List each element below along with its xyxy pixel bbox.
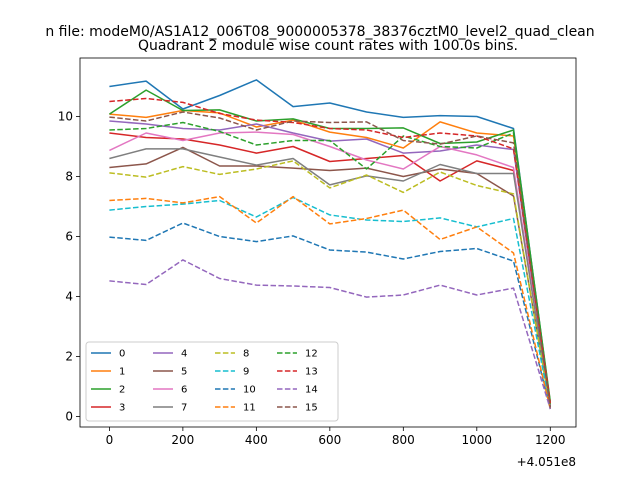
legend-label-9: 9 — [243, 367, 249, 378]
x-tick-label: 1200 — [535, 433, 566, 447]
legend-label-2: 2 — [119, 385, 125, 396]
legend-label-15: 15 — [305, 403, 318, 414]
legend-label-12: 12 — [305, 349, 318, 360]
x-tick-label: 0 — [106, 433, 114, 447]
y-tick-label: 8 — [65, 170, 73, 184]
legend-label-1: 1 — [119, 367, 125, 378]
legend-label-6: 6 — [181, 385, 187, 396]
y-tick-label: 10 — [58, 110, 73, 124]
series-line-3 — [109, 132, 552, 407]
y-tick-label: 6 — [65, 230, 73, 244]
series-line-13 — [109, 97, 552, 404]
series-line-15 — [109, 111, 552, 408]
y-tick-label: 4 — [65, 290, 73, 304]
x-axis-offset-label: +4.051e8 — [517, 455, 576, 469]
axes-frame — [79, 57, 577, 428]
legend-label-0: 0 — [119, 349, 125, 360]
chart-title: Quadrant 2 module wise count rates with … — [138, 38, 518, 54]
x-tick-label: 400 — [245, 433, 268, 447]
x-tick-label: 200 — [171, 433, 194, 447]
legend-label-8: 8 — [243, 349, 249, 360]
series-line-11 — [109, 195, 552, 410]
y-tick-label: 0 — [65, 410, 73, 424]
series-line-14 — [109, 259, 552, 410]
legend-label-11: 11 — [243, 403, 256, 414]
series-line-10 — [109, 222, 552, 410]
legend-label-4: 4 — [181, 349, 187, 360]
series-line-6 — [109, 131, 552, 408]
legend-label-13: 13 — [305, 367, 318, 378]
legend-label-10: 10 — [243, 385, 256, 396]
legend-box — [85, 341, 339, 422]
series-line-12 — [109, 121, 552, 407]
legend-label-14: 14 — [305, 385, 318, 396]
y-tick-label: 2 — [65, 350, 73, 364]
series-line-0 — [109, 79, 552, 404]
series-line-7 — [109, 148, 552, 408]
legend-label-5: 5 — [181, 367, 187, 378]
legend-label-7: 7 — [181, 403, 187, 414]
x-tick-label: 600 — [318, 433, 341, 447]
x-tick-label: 1000 — [462, 433, 493, 447]
figure-suptitle: n file: modeM0/AS1A12_006T08_9000005378_… — [45, 24, 594, 40]
series-line-8 — [109, 160, 552, 410]
x-tick-label: 800 — [392, 433, 415, 447]
legend-label-3: 3 — [119, 403, 125, 414]
plot-area — [108, 79, 552, 410]
